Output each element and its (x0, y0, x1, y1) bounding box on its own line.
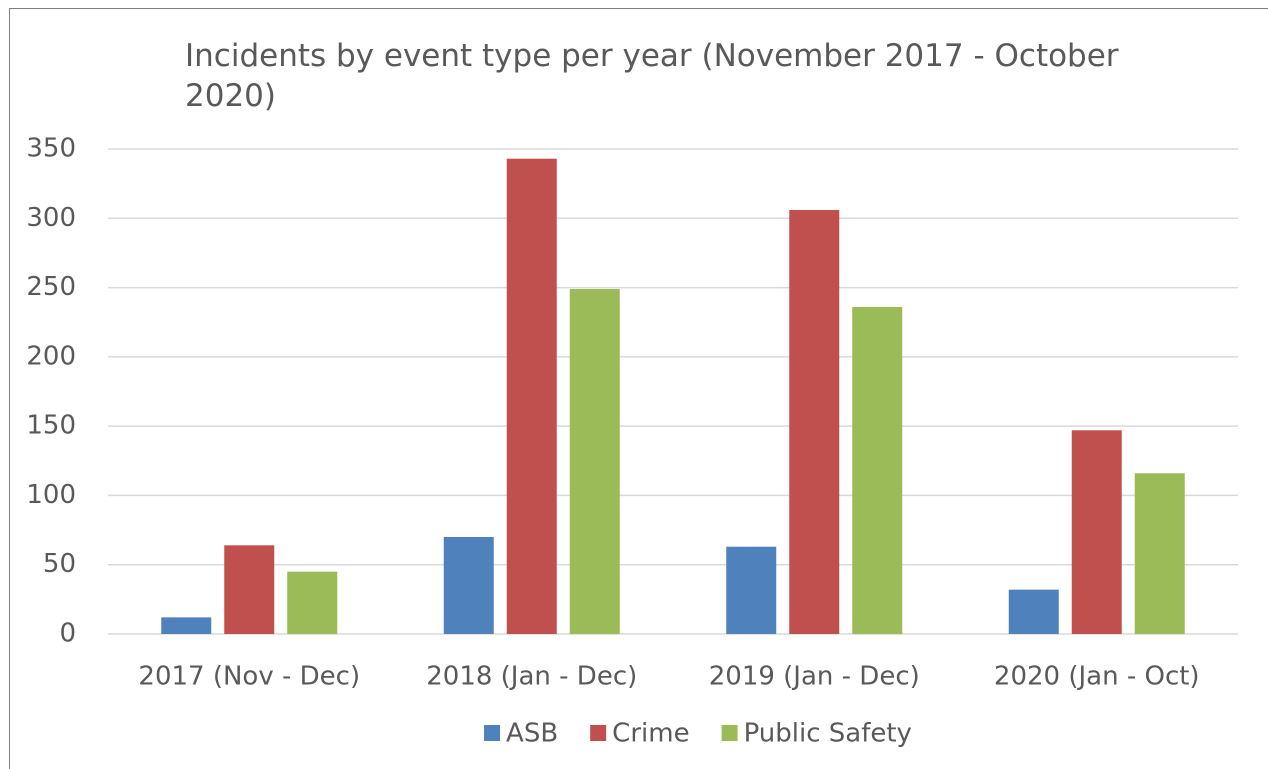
bar (287, 571, 338, 634)
y-tick-label: 350 (26, 134, 76, 164)
chart-title: Incidents by event type per year (Novemb… (185, 38, 1119, 114)
legend-swatch (721, 725, 738, 741)
bar (224, 545, 275, 634)
bar (852, 306, 903, 634)
y-tick-label: 100 (26, 480, 76, 510)
x-tick-label: 2017 (Nov - Dec) (138, 662, 360, 692)
bar (1134, 473, 1185, 634)
x-tick-label: 2018 (Jan - Dec) (426, 662, 637, 692)
y-tick-label: 200 (26, 341, 76, 371)
y-tick-label: 300 (26, 203, 76, 233)
chart-frame (9, 8, 1268, 769)
y-tick-label: 250 (26, 272, 76, 302)
bar (569, 288, 620, 634)
bar (789, 209, 840, 634)
bar (726, 546, 777, 634)
y-tick-label: 50 (43, 549, 76, 579)
bar (1008, 589, 1059, 634)
x-tick-label: 2020 (Jan - Oct) (994, 662, 1200, 692)
y-tick-label: 150 (26, 411, 76, 441)
legend-label: Crime (612, 719, 689, 749)
bar (506, 158, 557, 634)
y-tick-label: 0 (59, 619, 76, 649)
x-tick-label: 2019 (Jan - Dec) (709, 662, 920, 692)
legend-label: ASB (506, 719, 558, 749)
legend-label: Public Safety (744, 719, 912, 749)
legend-swatch (590, 725, 607, 741)
bar (161, 617, 212, 634)
bar (1071, 430, 1122, 634)
legend-swatch (484, 725, 501, 741)
bar (443, 537, 494, 634)
